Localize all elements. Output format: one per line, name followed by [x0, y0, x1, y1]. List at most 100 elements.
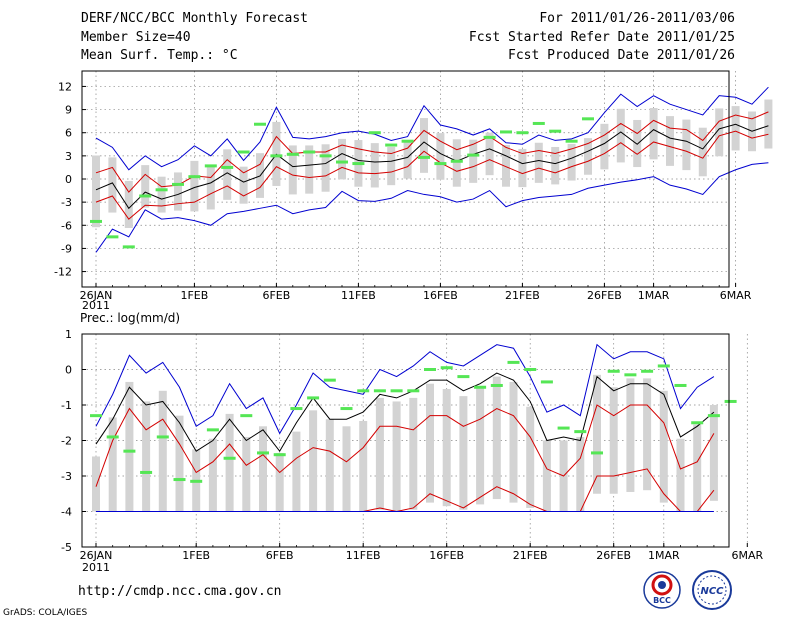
- temp-observed-mark: [319, 154, 332, 158]
- temp-range-box: [223, 149, 232, 200]
- temp-observed-mark: [532, 121, 545, 125]
- precip-range-box: [542, 440, 551, 512]
- temp-range-box: [403, 142, 412, 179]
- precip-ytick-label: -5: [61, 541, 72, 554]
- precip-range-box: [693, 424, 702, 512]
- precip-range-box: [459, 396, 468, 510]
- precip-upper-spread-line: [95, 404, 715, 487]
- temp-observed-mark: [286, 152, 299, 156]
- precip-range-box: [342, 426, 351, 512]
- precip-observed-mark: [524, 368, 537, 371]
- precip-title: Prec.: log(mm/d): [80, 311, 180, 325]
- precip-ytick-label: -3: [61, 470, 72, 483]
- precip-observed-mark: [223, 456, 236, 460]
- precip-range-box: [359, 420, 368, 512]
- precip-ytick-label: 0: [65, 364, 72, 377]
- temp-year-label: 2011: [82, 299, 110, 312]
- temp-observed-mark: [368, 131, 381, 135]
- precip-range-box: [375, 397, 384, 510]
- temp-range-box: [157, 176, 166, 213]
- temp-range-box: [649, 108, 658, 160]
- precip-range-box: [275, 452, 284, 512]
- temp-upper-spread-line: [95, 111, 769, 193]
- temp-observed-mark: [500, 130, 512, 134]
- temp-ytick-label: 0: [65, 173, 72, 186]
- temp-ytick-label: -3: [61, 196, 72, 209]
- ncc-logo-text: NCC: [700, 586, 724, 597]
- temp-range-box: [600, 123, 609, 170]
- precip-frame: [81, 333, 730, 548]
- precip-range-box: [92, 456, 100, 512]
- precip-observed-mark: [123, 449, 136, 453]
- temp-range-box: [682, 119, 691, 171]
- precip-range-box: [225, 413, 234, 512]
- precip-range-box: [108, 417, 117, 512]
- temp-xtick-label: 16FEB: [423, 289, 458, 302]
- temp-range-box: [633, 119, 642, 168]
- precip-range-box: [175, 415, 184, 512]
- temp-ensemble-mean-line: [95, 123, 769, 210]
- temp-range-box: [370, 143, 379, 188]
- temp-range-box: [124, 180, 133, 228]
- temp-xtick-label: 1MAR: [638, 289, 670, 302]
- temp-range-box: [239, 166, 248, 204]
- temp-ytick-label: 9: [65, 104, 72, 117]
- temp-observed-mark: [565, 139, 578, 143]
- temp-range-box: [420, 118, 428, 173]
- precip-observed-mark: [574, 430, 587, 434]
- temp-observed-mark: [188, 175, 201, 179]
- temp-observed-mark: [418, 155, 430, 159]
- footer-url: http://cmdp.ncc.cma.gov.cn: [78, 584, 282, 599]
- precip-range-box: [626, 378, 635, 492]
- precip-observed-mark: [373, 389, 386, 393]
- precip-ytick-label: -1: [61, 399, 72, 412]
- precip-observed-mark: [591, 451, 603, 455]
- temp-ytick-label: 12: [58, 80, 72, 93]
- temp-observed-mark: [549, 129, 562, 133]
- precip-range-box: [325, 419, 334, 512]
- temp-range-box: [764, 99, 773, 149]
- precip-observed-mark: [206, 428, 219, 432]
- precip-observed-mark: [307, 396, 320, 400]
- temp-range-box: [452, 139, 461, 187]
- precip-range-box: [292, 431, 301, 512]
- temp-ytick-label: -12: [54, 266, 72, 279]
- start-date: Fcst Started Refer Date 2011/01/25: [468, 30, 735, 45]
- precip-xtick-label: 26JAN: [80, 549, 113, 562]
- precip-range-box: [676, 438, 685, 512]
- temp-range-box: [502, 145, 510, 187]
- precip-range-box: [242, 436, 251, 512]
- temp-observed-mark: [385, 143, 398, 147]
- temp-observed-mark: [122, 245, 135, 249]
- precip-observed-mark: [323, 378, 336, 382]
- precip-observed-mark: [173, 478, 186, 482]
- precip-xtick-label: 16FEB: [429, 549, 464, 562]
- temp-observed-mark: [352, 162, 365, 166]
- precip-ensemble-mean-line: [95, 372, 715, 453]
- precip-ytick-label: 1: [65, 328, 72, 341]
- precip-range-box: [158, 390, 167, 512]
- temp-observed-mark: [483, 135, 496, 139]
- precip-range-box: [392, 401, 401, 512]
- precip-range-box: [593, 374, 601, 494]
- precip-observed-mark: [340, 407, 353, 411]
- precip-lower-spread-line: [96, 468, 715, 513]
- temp-xtick-label: 1FEB: [180, 289, 208, 302]
- temp-ensemble-max-line: [95, 86, 769, 171]
- precip-observed-mark: [624, 373, 637, 377]
- footer-credit: GrADS: COLA/IGES: [3, 608, 87, 618]
- ncc-logo: NCC: [692, 570, 732, 610]
- precip-observed-mark: [240, 414, 253, 418]
- temp-observed-mark: [221, 165, 234, 169]
- temp-observed-mark: [336, 160, 348, 164]
- member-size-label: Member Size=40: [81, 30, 191, 45]
- precip-observed-mark: [707, 414, 720, 418]
- temp-range-box: [666, 116, 674, 166]
- precip-ytick-label: -2: [61, 435, 72, 448]
- precip-range-box: [208, 438, 217, 512]
- precip-range-box: [709, 405, 718, 501]
- temp-observed-mark: [450, 159, 463, 163]
- temp-xtick-label: 26FEB: [587, 289, 622, 302]
- temp-range-box: [92, 155, 100, 228]
- precip-observed-mark: [156, 435, 169, 439]
